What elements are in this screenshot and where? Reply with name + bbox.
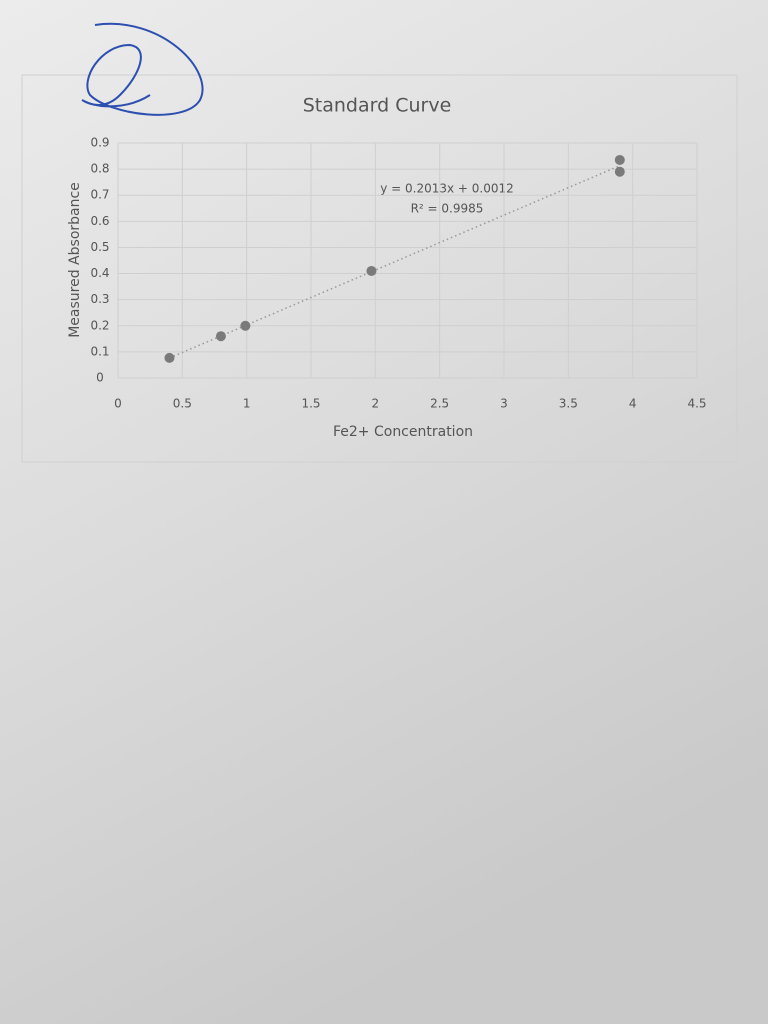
- data-point: [614, 166, 625, 177]
- y-tick-label: 0.5: [90, 240, 109, 254]
- y-tick-label: 0.2: [90, 318, 109, 332]
- data-point: [164, 352, 175, 363]
- y-tick-label: 0.7: [90, 188, 109, 202]
- data-point: [366, 265, 377, 276]
- data-point: [240, 320, 251, 331]
- x-tick-label: 1.5: [301, 397, 320, 411]
- y-tick-label: 0.4: [90, 266, 109, 280]
- y-tick-label: 0.8: [90, 162, 109, 176]
- r-squared: R² = 0.9985: [411, 202, 484, 216]
- chart-title: Standard Curve: [303, 95, 452, 117]
- y-tick-label: 0.3: [90, 292, 109, 306]
- x-tick-label: 4: [629, 397, 637, 411]
- x-tick-label: 0.5: [173, 397, 192, 411]
- handwritten-mark: [81, 22, 204, 116]
- chart-border: [21, 74, 738, 463]
- x-tick-label: 0: [114, 397, 122, 411]
- y-tick-label: 0.1: [90, 344, 109, 358]
- y-tick-label: 0.9: [90, 136, 109, 150]
- x-tick-label: 4.5: [687, 397, 706, 411]
- data-point: [614, 154, 625, 165]
- x-axis-label: Fe2+ Concentration: [333, 424, 473, 440]
- x-tick-label: 3.5: [559, 397, 578, 411]
- x-tick-label: 1: [243, 397, 251, 411]
- data-point: [215, 331, 226, 342]
- trendline-equation: y = 0.2013x + 0.0012: [380, 182, 514, 196]
- y-axis-label: Measured Absorbance: [67, 182, 83, 338]
- x-tick-label: 2: [372, 397, 380, 411]
- x-tick-label: 2.5: [430, 397, 449, 411]
- x-tick-label: 3: [500, 397, 508, 411]
- y-tick-label: 0: [96, 371, 104, 385]
- y-tick-label: 0.6: [90, 214, 109, 228]
